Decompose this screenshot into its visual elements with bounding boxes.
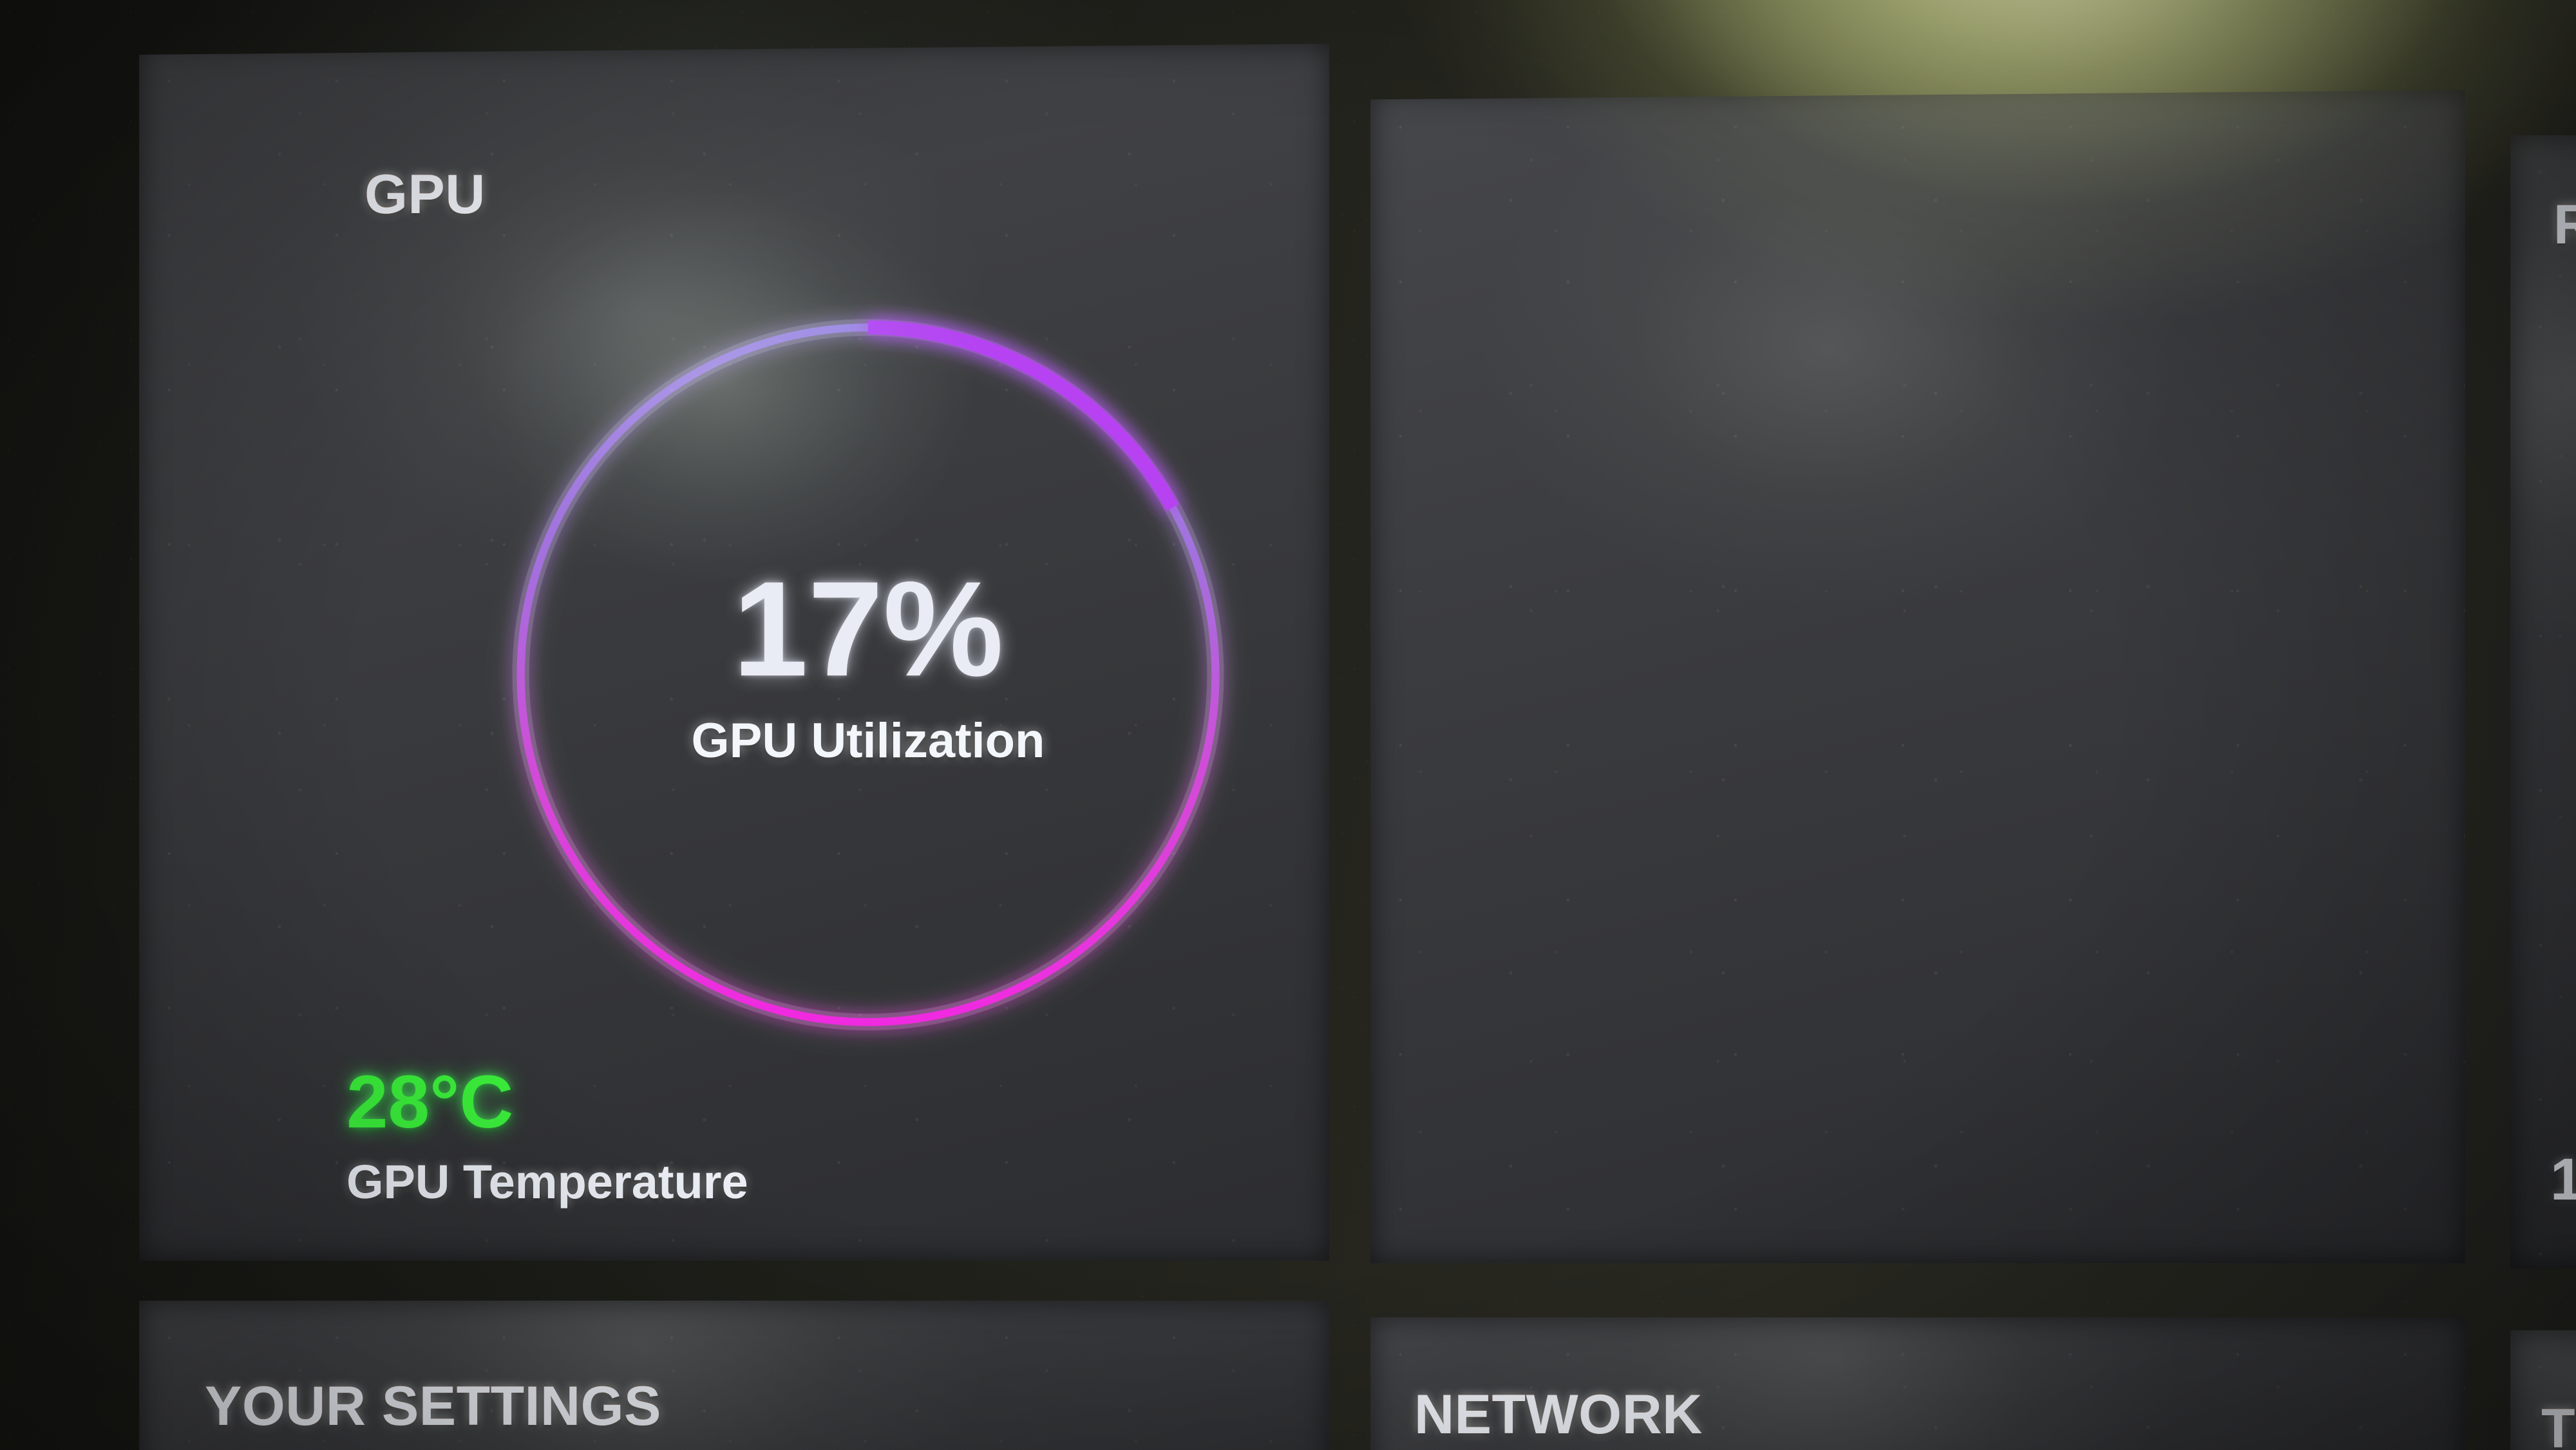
gpu-panel-title: GPU	[365, 164, 486, 225]
right-partial-temperature-value: 10	[2550, 1147, 2576, 1212]
network-title: NETWORK	[1414, 1384, 1703, 1445]
gpu-temperature-value: 28°C	[346, 1060, 514, 1144]
your-settings-panel[interactable]: YOUR SETTINGS	[139, 1301, 1329, 1450]
right-partial-panel-title: R	[2553, 194, 2576, 256]
gpu-utilization-gauge: 17% GPU Utilization	[495, 301, 1242, 1048]
network-panel[interactable]: NETWORK	[1370, 1317, 2465, 1450]
right-partial-bottom-title: T	[2541, 1398, 2576, 1450]
gpu-panel[interactable]: GPU	[139, 44, 1329, 1261]
right-partial-panel[interactable]	[2510, 135, 2576, 1268]
gpu-temperature-block: 28°C GPU Temperature	[346, 1064, 748, 1206]
cpu-panel[interactable]: CPU	[1370, 90, 2465, 1263]
right-partial-bottom-panel[interactable]: T	[2510, 1330, 2576, 1450]
gpu-temperature-label: GPU Temperature	[346, 1155, 748, 1209]
your-settings-title: YOUR SETTINGS	[205, 1375, 661, 1437]
